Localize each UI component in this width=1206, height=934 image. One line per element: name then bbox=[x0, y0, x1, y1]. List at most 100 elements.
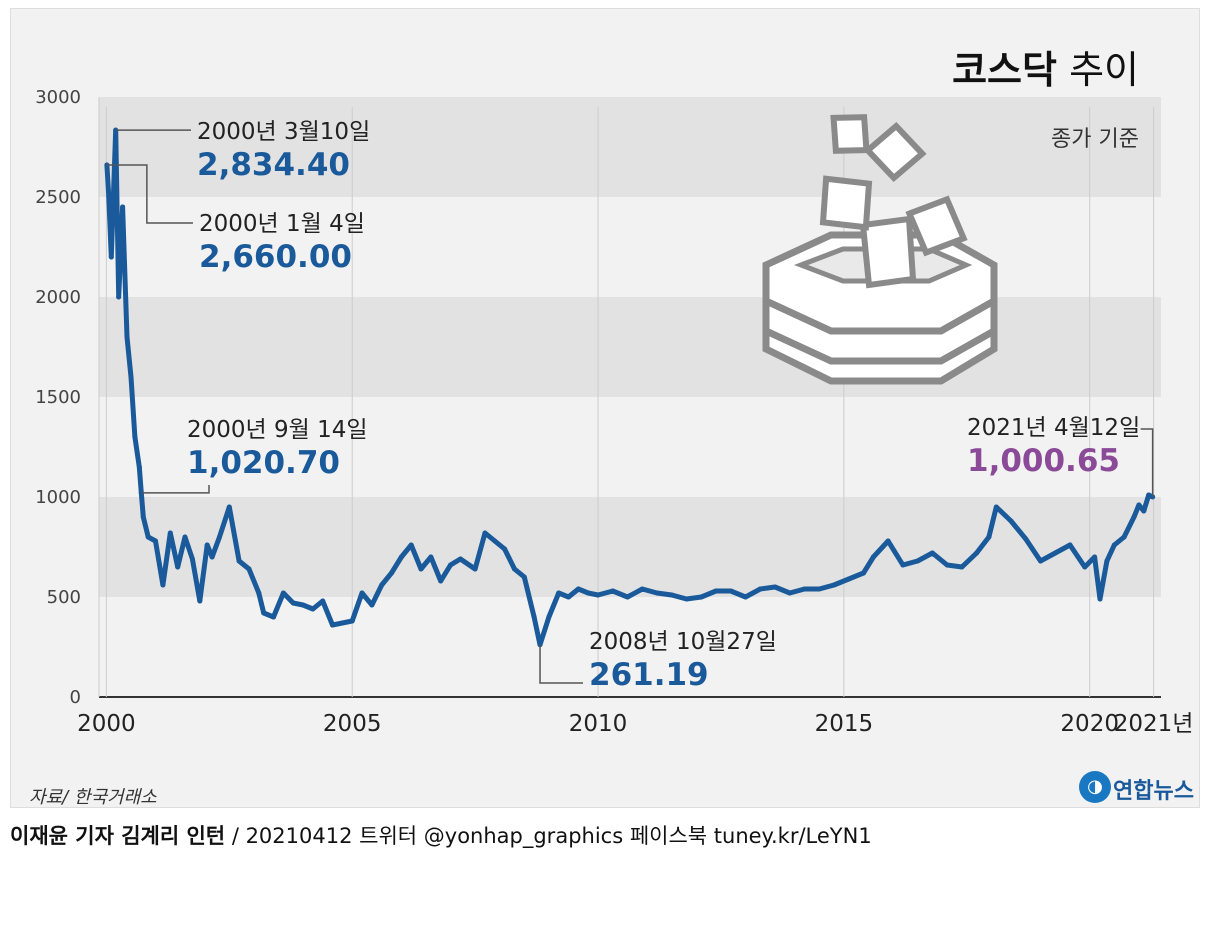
data-point bbox=[974, 550, 980, 556]
data-point bbox=[556, 590, 562, 596]
data-point bbox=[482, 530, 488, 536]
data-point bbox=[1038, 558, 1044, 564]
data-point bbox=[772, 584, 778, 590]
data-point bbox=[132, 434, 138, 440]
data-point bbox=[197, 598, 203, 604]
data-point bbox=[713, 588, 719, 594]
data-point bbox=[585, 590, 591, 596]
data-point bbox=[575, 586, 581, 592]
data-point bbox=[167, 530, 173, 536]
annotation-value: 2,660.00 bbox=[199, 239, 352, 275]
credit-details: / 20210412 트위터 @yonhap_graphics 페이스북 tun… bbox=[225, 824, 872, 848]
data-point bbox=[1067, 542, 1073, 548]
data-point bbox=[870, 554, 876, 560]
credit-line: 이재윤 기자 김계리 인턴 / 20210412 트위터 @yonhap_gra… bbox=[10, 820, 872, 850]
data-point bbox=[226, 504, 232, 510]
data-point bbox=[418, 566, 424, 572]
data-point bbox=[124, 334, 130, 340]
data-point bbox=[521, 574, 527, 580]
annotation-date: 2008년 10월27일 bbox=[589, 629, 777, 655]
annotation-leader bbox=[539, 644, 583, 684]
data-point bbox=[204, 542, 210, 548]
data-point bbox=[280, 590, 286, 596]
data-point bbox=[145, 534, 151, 540]
yonhap-logo: ◑ 연합뉴스 bbox=[1079, 769, 1203, 805]
data-point bbox=[359, 590, 365, 596]
data-point bbox=[108, 254, 114, 260]
data-point bbox=[900, 562, 906, 568]
data-point bbox=[502, 546, 508, 552]
data-point bbox=[1023, 536, 1029, 542]
data-point bbox=[1082, 564, 1088, 570]
data-point bbox=[639, 586, 645, 592]
data-point bbox=[379, 582, 385, 588]
data-point bbox=[654, 590, 660, 596]
annotation-date: 2000년 9월 14일 bbox=[187, 417, 368, 443]
data-point bbox=[369, 602, 375, 608]
data-point bbox=[120, 204, 126, 210]
data-point bbox=[389, 570, 395, 576]
y-tick-label: 0 bbox=[70, 687, 81, 708]
data-point bbox=[625, 594, 631, 600]
data-point bbox=[448, 562, 454, 568]
source-note: 자료/ 한국거래소 bbox=[29, 787, 157, 808]
data-point bbox=[236, 558, 242, 564]
y-tick-label: 2000 bbox=[35, 287, 81, 308]
data-point bbox=[271, 614, 277, 620]
data-point bbox=[915, 558, 921, 564]
data-point bbox=[330, 622, 336, 628]
data-point bbox=[349, 618, 355, 624]
data-point bbox=[261, 610, 267, 616]
data-point bbox=[1052, 550, 1058, 556]
kosdaq-line-chart: 0 500 1000 1500 2000 2500 3000 2000 2005 2010 201… bbox=[35, 87, 1194, 737]
data-point bbox=[929, 550, 935, 556]
data-point bbox=[728, 588, 734, 594]
data-point bbox=[1121, 534, 1127, 540]
x-tick-label: 2010 bbox=[569, 711, 628, 737]
chart-panel: 0 500 1000 1500 2000 2500 3000 2000 2005 2010 201… bbox=[10, 8, 1200, 808]
data-point bbox=[189, 556, 195, 562]
data-point bbox=[300, 602, 306, 608]
x-tick-label: 2015 bbox=[815, 711, 874, 737]
data-point bbox=[1141, 508, 1147, 514]
data-point bbox=[290, 600, 296, 606]
data-point bbox=[566, 594, 572, 600]
data-point bbox=[698, 594, 704, 600]
annotation-date: 2021년 4월12일 bbox=[967, 415, 1140, 441]
data-point bbox=[136, 464, 142, 470]
yonhap-logo-icon: ◑ bbox=[1079, 771, 1111, 803]
x-tick-label: 2020 bbox=[1060, 711, 1119, 737]
grid-band bbox=[99, 297, 1161, 397]
data-point bbox=[846, 576, 852, 582]
data-point bbox=[216, 534, 222, 540]
data-point bbox=[256, 590, 262, 596]
y-tick-label: 1500 bbox=[35, 387, 81, 408]
annotation-leader bbox=[141, 485, 210, 494]
data-point bbox=[757, 586, 763, 592]
data-point bbox=[861, 570, 867, 576]
data-point bbox=[492, 538, 498, 544]
data-point bbox=[1104, 558, 1110, 564]
chart-title-rest: 추이 bbox=[1069, 48, 1139, 92]
data-point bbox=[1146, 492, 1152, 498]
data-point bbox=[1097, 596, 1103, 602]
data-point bbox=[457, 556, 463, 562]
data-point bbox=[182, 534, 188, 540]
yonhap-logo-text: 연합뉴스 bbox=[1113, 779, 1194, 804]
data-point bbox=[802, 586, 808, 592]
data-point bbox=[1008, 518, 1014, 524]
x-tick-label: 2021년 bbox=[1114, 711, 1194, 737]
annotation-leader bbox=[1140, 428, 1154, 497]
data-point bbox=[438, 578, 444, 584]
data-point bbox=[831, 582, 837, 588]
chart-title-bold: 코스닥 bbox=[952, 48, 1057, 92]
reporter-credit: 이재윤 기자 김계리 인턴 bbox=[10, 824, 226, 848]
annotation-value: 2,834.40 bbox=[197, 147, 350, 183]
data-point bbox=[472, 566, 478, 572]
data-point bbox=[511, 566, 517, 572]
data-point bbox=[546, 614, 552, 620]
data-point bbox=[531, 614, 537, 620]
data-point bbox=[993, 504, 999, 510]
data-point bbox=[1131, 514, 1137, 520]
data-point bbox=[885, 538, 891, 544]
